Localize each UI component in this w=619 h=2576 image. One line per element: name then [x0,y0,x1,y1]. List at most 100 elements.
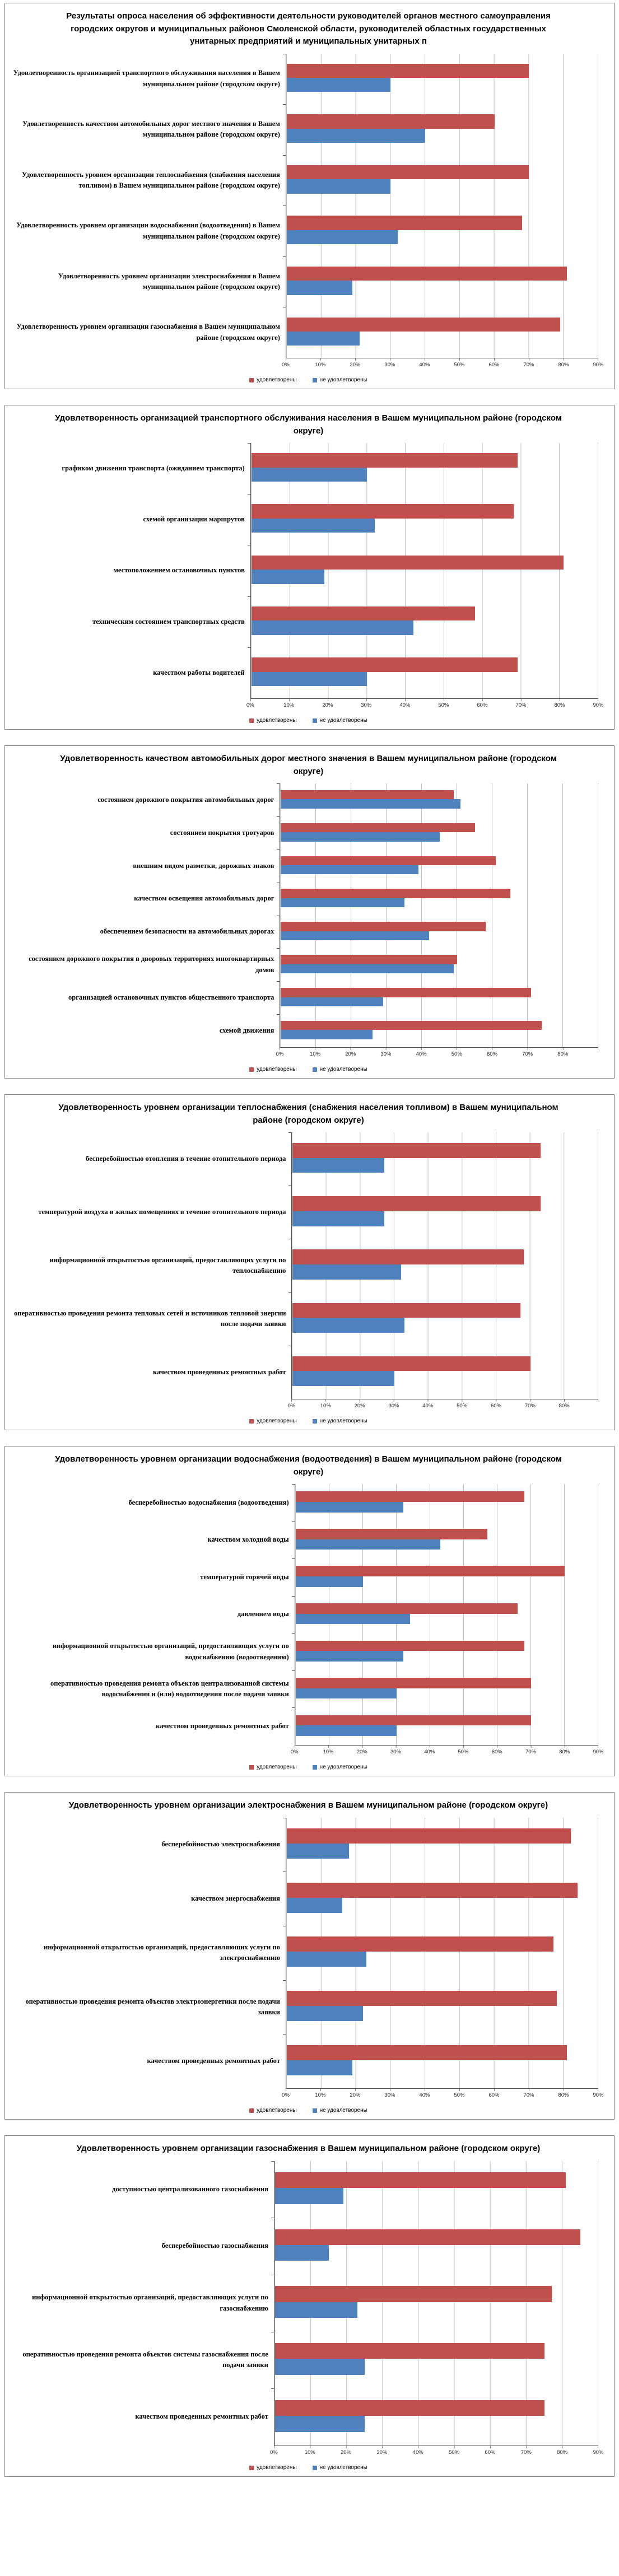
bar-satisfied [295,1640,524,1651]
bar-satisfied [286,114,495,129]
category-bars [291,1707,598,1745]
bar-satisfied [295,1603,518,1614]
category-label: качеством проведенных ремонтных работ [135,2412,268,2421]
category-bars [291,1633,598,1670]
bar-satisfied [295,1528,487,1539]
plot-area: доступностью централизованного газоснабж… [8,2160,604,2460]
legend: удовлетворены не удовлетворены [8,371,608,386]
legend-label-not-satisfied: не удовлетворены [319,717,367,724]
category-bars [277,981,598,1015]
x-axis-tick-label: 30% [390,1748,401,1755]
legend-label-satisfied: удовлетворены [257,377,297,383]
legend-item-not-satisfied: не удовлетворены [312,1418,367,1424]
x-axis-tick-label: 50% [451,1051,462,1057]
bar-satisfied [281,823,475,833]
axis-spacer [8,358,286,371]
x-axis-tick-label: 70% [523,362,534,368]
bar-satisfied [251,453,518,468]
chart-title: Удовлетворенность организацией транспорт… [55,413,562,436]
category-label: давлением воды [237,1610,289,1618]
bar-not-satisfied [286,1843,350,1859]
category-label: оперативностью проведения ремонта объект… [25,1997,280,2016]
x-axis-tick-label: 10% [283,702,295,708]
category-label: бесперебойностью электроснабжения [161,1840,280,1849]
bar-not-satisfied [286,2060,353,2075]
x-axis: 0% 10% 20% 30% 40% 50% 60% 70% 80% [276,1047,598,1061]
category-label: Удовлетворенность уровнем организации эл… [58,272,280,291]
x-axis-tick-label: 90% [593,362,604,368]
bar-satisfied [281,856,496,865]
bar-satisfied [251,657,518,672]
category-bars [282,53,598,105]
x-axis-tick-label: 90% [593,702,604,708]
bar-satisfied [292,1196,541,1211]
legend: удовлетворены не удовлетворены [8,2102,608,2117]
axis-spacer [8,1047,280,1061]
legend-item-satisfied: удовлетворены [249,1418,297,1424]
category-bars [271,2388,598,2446]
category-label: оперативностью проведения ремонта теплов… [14,1309,286,1328]
category-bars [277,1014,598,1047]
x-axis-tick-label: 50% [438,702,449,708]
bar-not-satisfied [274,2302,358,2318]
x-axis-tick-label: 50% [457,1402,468,1409]
category-label: схемой организации маршрутов [143,515,245,524]
bar-satisfied [286,1882,578,1898]
bar-satisfied [286,1828,571,1844]
legend-label-satisfied: удовлетворены [257,1764,297,1770]
x-axis-labels: 0% 10% 20% 30% 40% 50% 60% 70% 80% 90% [291,1748,604,1757]
x-axis-labels: 0% 10% 20% 30% 40% 50% 60% 70% 80% [276,1051,598,1060]
x-axis-ticks [273,2446,599,2448]
category-label: информационной открытостью организаций, … [32,2293,268,2312]
bar-satisfied [274,2342,544,2359]
x-axis-labels: 0% 10% 20% 30% 40% 50% 60% 70% 80% 90% [270,2449,604,2458]
category-bars [271,2218,598,2275]
legend-swatch-not-satisfied-icon [312,1418,317,1424]
x-axis-tick-label: 60% [486,1051,497,1057]
x-axis-tick-label: 20% [341,2449,352,2456]
x-axis-tick-label: 20% [350,2092,361,2098]
bar-not-satisfied [274,2359,365,2375]
x-axis-labels: 0% 10% 20% 30% 40% 50% 60% 70% 80% 90% [282,2092,603,2101]
category-label: качеством проведенных ремонтных работ [152,1368,286,1376]
legend-label-satisfied: удовлетворены [257,2107,297,2113]
category-label: Удовлетворенность уровнем организации те… [21,170,280,189]
bar-not-satisfied [286,2006,363,2022]
legend-label-satisfied: удовлетворены [257,1418,297,1424]
legend-label-satisfied: удовлетворены [257,2465,297,2471]
bar-not-satisfied [251,620,413,635]
x-axis-tick-label: 30% [380,1051,392,1057]
bar-not-satisfied [286,179,391,194]
category-label: качеством освещения автомобильных дорог [134,894,274,903]
category-label: доступностью централизованного газоснабж… [112,2185,268,2193]
axis-spacer [8,698,250,712]
bar-not-satisfied [281,832,440,842]
plot-area: бесперебойностью электроснабжения качеств… [8,1817,604,2102]
bar-not-satisfied [281,964,454,974]
chart-box-2: Удовлетворенность организацией транспорт… [4,405,615,730]
category-bars [277,882,598,916]
chart-title: Удовлетворенность качеством автомобильны… [60,754,557,776]
bar-not-satisfied [295,1539,440,1550]
legend-swatch-satisfied-icon [249,2108,254,2113]
x-axis-tick-label: 80% [558,2092,569,2098]
category-bars [277,915,598,949]
bar-satisfied [292,1143,541,1158]
bar-satisfied [292,1303,520,1318]
legend-item-not-satisfied: не удовлетворены [312,1066,367,1072]
bar-not-satisfied [295,1725,397,1736]
x-axis-tick-label: 90% [593,2092,604,2098]
bar-not-satisfied [274,2416,365,2432]
x-axis-tick-label: 40% [424,1748,435,1755]
x-axis: 0% 10% 20% 30% 40% 50% 60% 70% 80% 90% [282,358,604,371]
category-bars [282,1872,598,1926]
category-label: информационной открытостью организаций, … [49,1256,286,1275]
legend-swatch-satisfied-icon [249,1067,254,1072]
legend-label-not-satisfied: не удовлетворены [319,377,367,383]
bar-not-satisfied [286,1897,342,1913]
bar-satisfied [295,1566,565,1577]
x-axis-tick-label: 30% [388,1402,399,1409]
legend-swatch-not-satisfied-icon [312,1067,317,1072]
bar-not-satisfied [292,1211,385,1226]
legend-item-satisfied: удовлетворены [249,717,297,724]
